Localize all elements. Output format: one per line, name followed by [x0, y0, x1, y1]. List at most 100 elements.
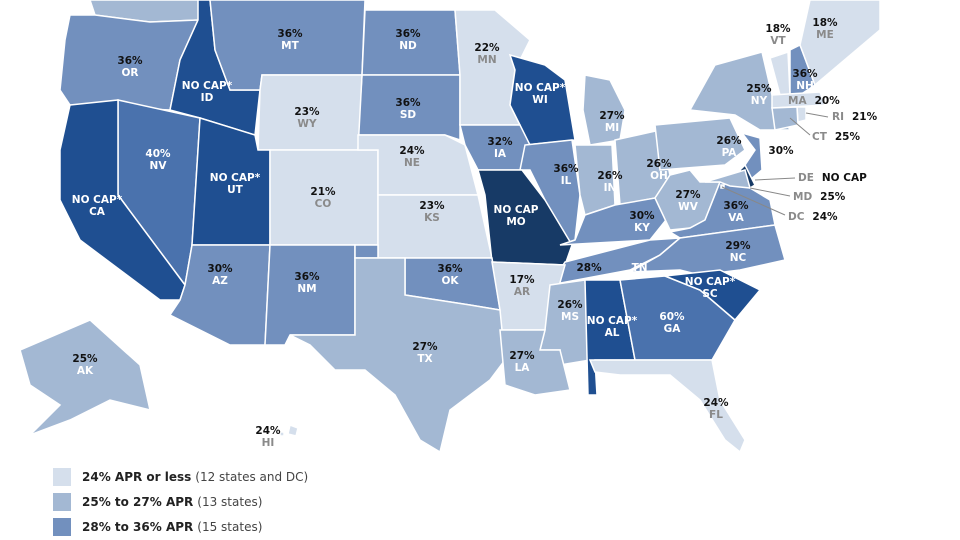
state-apr-value: 27%	[509, 350, 535, 362]
state-label-ut: NO CAP* UT	[210, 172, 260, 196]
state-abbr: ID	[200, 92, 214, 104]
state-abbr: WV	[678, 201, 698, 213]
state-label-nh: 36% NH	[792, 68, 817, 92]
state-apr-value: 21%	[852, 111, 878, 123]
legend-item: 25% to 27% APR (13 states)	[53, 493, 262, 511]
legend-swatch	[53, 468, 71, 486]
state-apr-value: 21%	[310, 186, 336, 198]
callout-de: DE NO CAP	[798, 172, 867, 184]
state-apr-value: 20%	[814, 95, 840, 107]
state-apr-value: 25%	[834, 131, 861, 143]
state-abbr: ND	[399, 40, 417, 52]
legend-range: 28% to 36% APR	[82, 520, 194, 534]
state-apr-value: 26%	[597, 170, 623, 182]
state-abbr: NM	[297, 283, 317, 295]
state-apr-value: 40%	[145, 148, 171, 160]
state-label-nj: 30% NJ	[768, 145, 793, 169]
state-abbr: MT	[281, 40, 299, 52]
legend-range: 25% to 27% APR	[82, 495, 194, 509]
state-abbr: VT	[770, 35, 786, 47]
state-abbr: DC	[788, 211, 805, 223]
state-apr-value: NO CAP*	[586, 315, 638, 327]
state-label-mi: 27% MI	[599, 110, 624, 134]
state-label-me: 18% ME	[812, 17, 837, 41]
state-ky	[559, 197, 671, 246]
state-apr-value: 36%	[277, 28, 303, 40]
state-label-wv: 27% WV	[675, 189, 700, 213]
state-apr-value: 24%	[703, 397, 729, 409]
state-apr-value: 30%	[629, 210, 655, 222]
state-abbr: NH	[796, 80, 814, 92]
state-abbr: OH	[650, 170, 668, 182]
legend-count: (13 states)	[197, 495, 263, 509]
state-abbr: IN	[603, 182, 617, 194]
state-ct	[771, 106, 799, 131]
state-apr-value: 30%	[207, 263, 233, 275]
state-apr-value: 23%	[419, 200, 445, 212]
state-label-wa: WA	[115, 0, 134, 3]
state-apr-value: 25%	[746, 83, 772, 95]
callout-ri: RI 21%	[832, 111, 877, 123]
state-abbr: WY	[297, 118, 317, 130]
state-abbr: MD	[793, 191, 813, 203]
state-apr-value: 36%	[395, 28, 421, 40]
state-abbr: CA	[89, 206, 105, 218]
state-abbr: NC	[729, 252, 747, 264]
state-abbr: IA	[493, 148, 507, 160]
state-label-hi: 24% HI	[255, 425, 280, 449]
callout-ct: CT 25%	[812, 131, 860, 143]
state-abbr: MS	[560, 311, 580, 323]
state-apr-value: 18%	[812, 17, 838, 29]
state-apr-value: NO CAP	[493, 204, 539, 216]
state-fl	[588, 359, 746, 454]
state-abbr: ME	[816, 29, 834, 41]
state-label-va: 36% VA	[723, 200, 748, 224]
state-label-ia: 32% IA	[487, 136, 512, 160]
state-abbr: SD	[399, 109, 417, 121]
state-apr-value: 26%	[716, 135, 742, 147]
state-abbr: HI	[261, 437, 275, 449]
state-apr-value: 60%	[659, 311, 685, 323]
state-tx	[289, 257, 506, 454]
callout-line	[805, 112, 829, 118]
state-label-pa: 26% PA	[716, 135, 741, 159]
state-label-ky: 30% KY	[629, 210, 654, 234]
state-apr-value: 25%	[72, 353, 98, 365]
state-abbr: NV	[149, 160, 167, 172]
state-label-nm: 36% NM	[294, 271, 319, 295]
state-apr-value: 36%	[437, 263, 463, 275]
state-apr-value: 36%	[723, 200, 749, 212]
state-apr-value: 24%	[399, 145, 425, 157]
state-apr-value: 36%	[792, 68, 818, 80]
state-abbr: AK	[76, 365, 94, 377]
state-abbr: RI	[832, 111, 844, 123]
state-apr-value: 28%	[576, 262, 602, 274]
legend-range: 24% APR or less	[82, 470, 192, 484]
state-apr-value: 32%	[487, 136, 513, 148]
state-label-il: 36% IL	[553, 163, 578, 187]
state-abbr: NY	[750, 95, 768, 107]
state-apr-value: NO CAP*	[514, 82, 566, 94]
state-abbr: NE	[404, 157, 420, 169]
legend-swatch	[53, 518, 71, 536]
state-apr-value: 29%	[725, 240, 751, 252]
state-abbr: TN	[631, 262, 648, 274]
state-apr-value: 26%	[646, 158, 672, 170]
state-apr-value: 25%	[820, 191, 846, 203]
state-ca	[59, 99, 186, 301]
state-apr-value: NO CAP	[821, 172, 867, 184]
state-abbr: CT	[812, 131, 827, 143]
legend-item: 28% to 36% APR (15 states)	[53, 518, 262, 536]
state-abbr: CO	[314, 198, 332, 210]
legend-count: (15 states)	[197, 520, 263, 534]
state-abbr: TX	[417, 353, 433, 365]
state-apr-value: 22%	[474, 42, 500, 54]
state-abbr: LA	[514, 362, 530, 374]
state-apr-value: 36%	[553, 163, 579, 175]
state-abbr: PA	[721, 147, 737, 159]
state-label-oh: 26% OH	[646, 158, 671, 182]
state-ma	[771, 91, 827, 109]
state-apr-value: 24%	[255, 425, 281, 437]
state-abbr: MN	[477, 54, 497, 66]
